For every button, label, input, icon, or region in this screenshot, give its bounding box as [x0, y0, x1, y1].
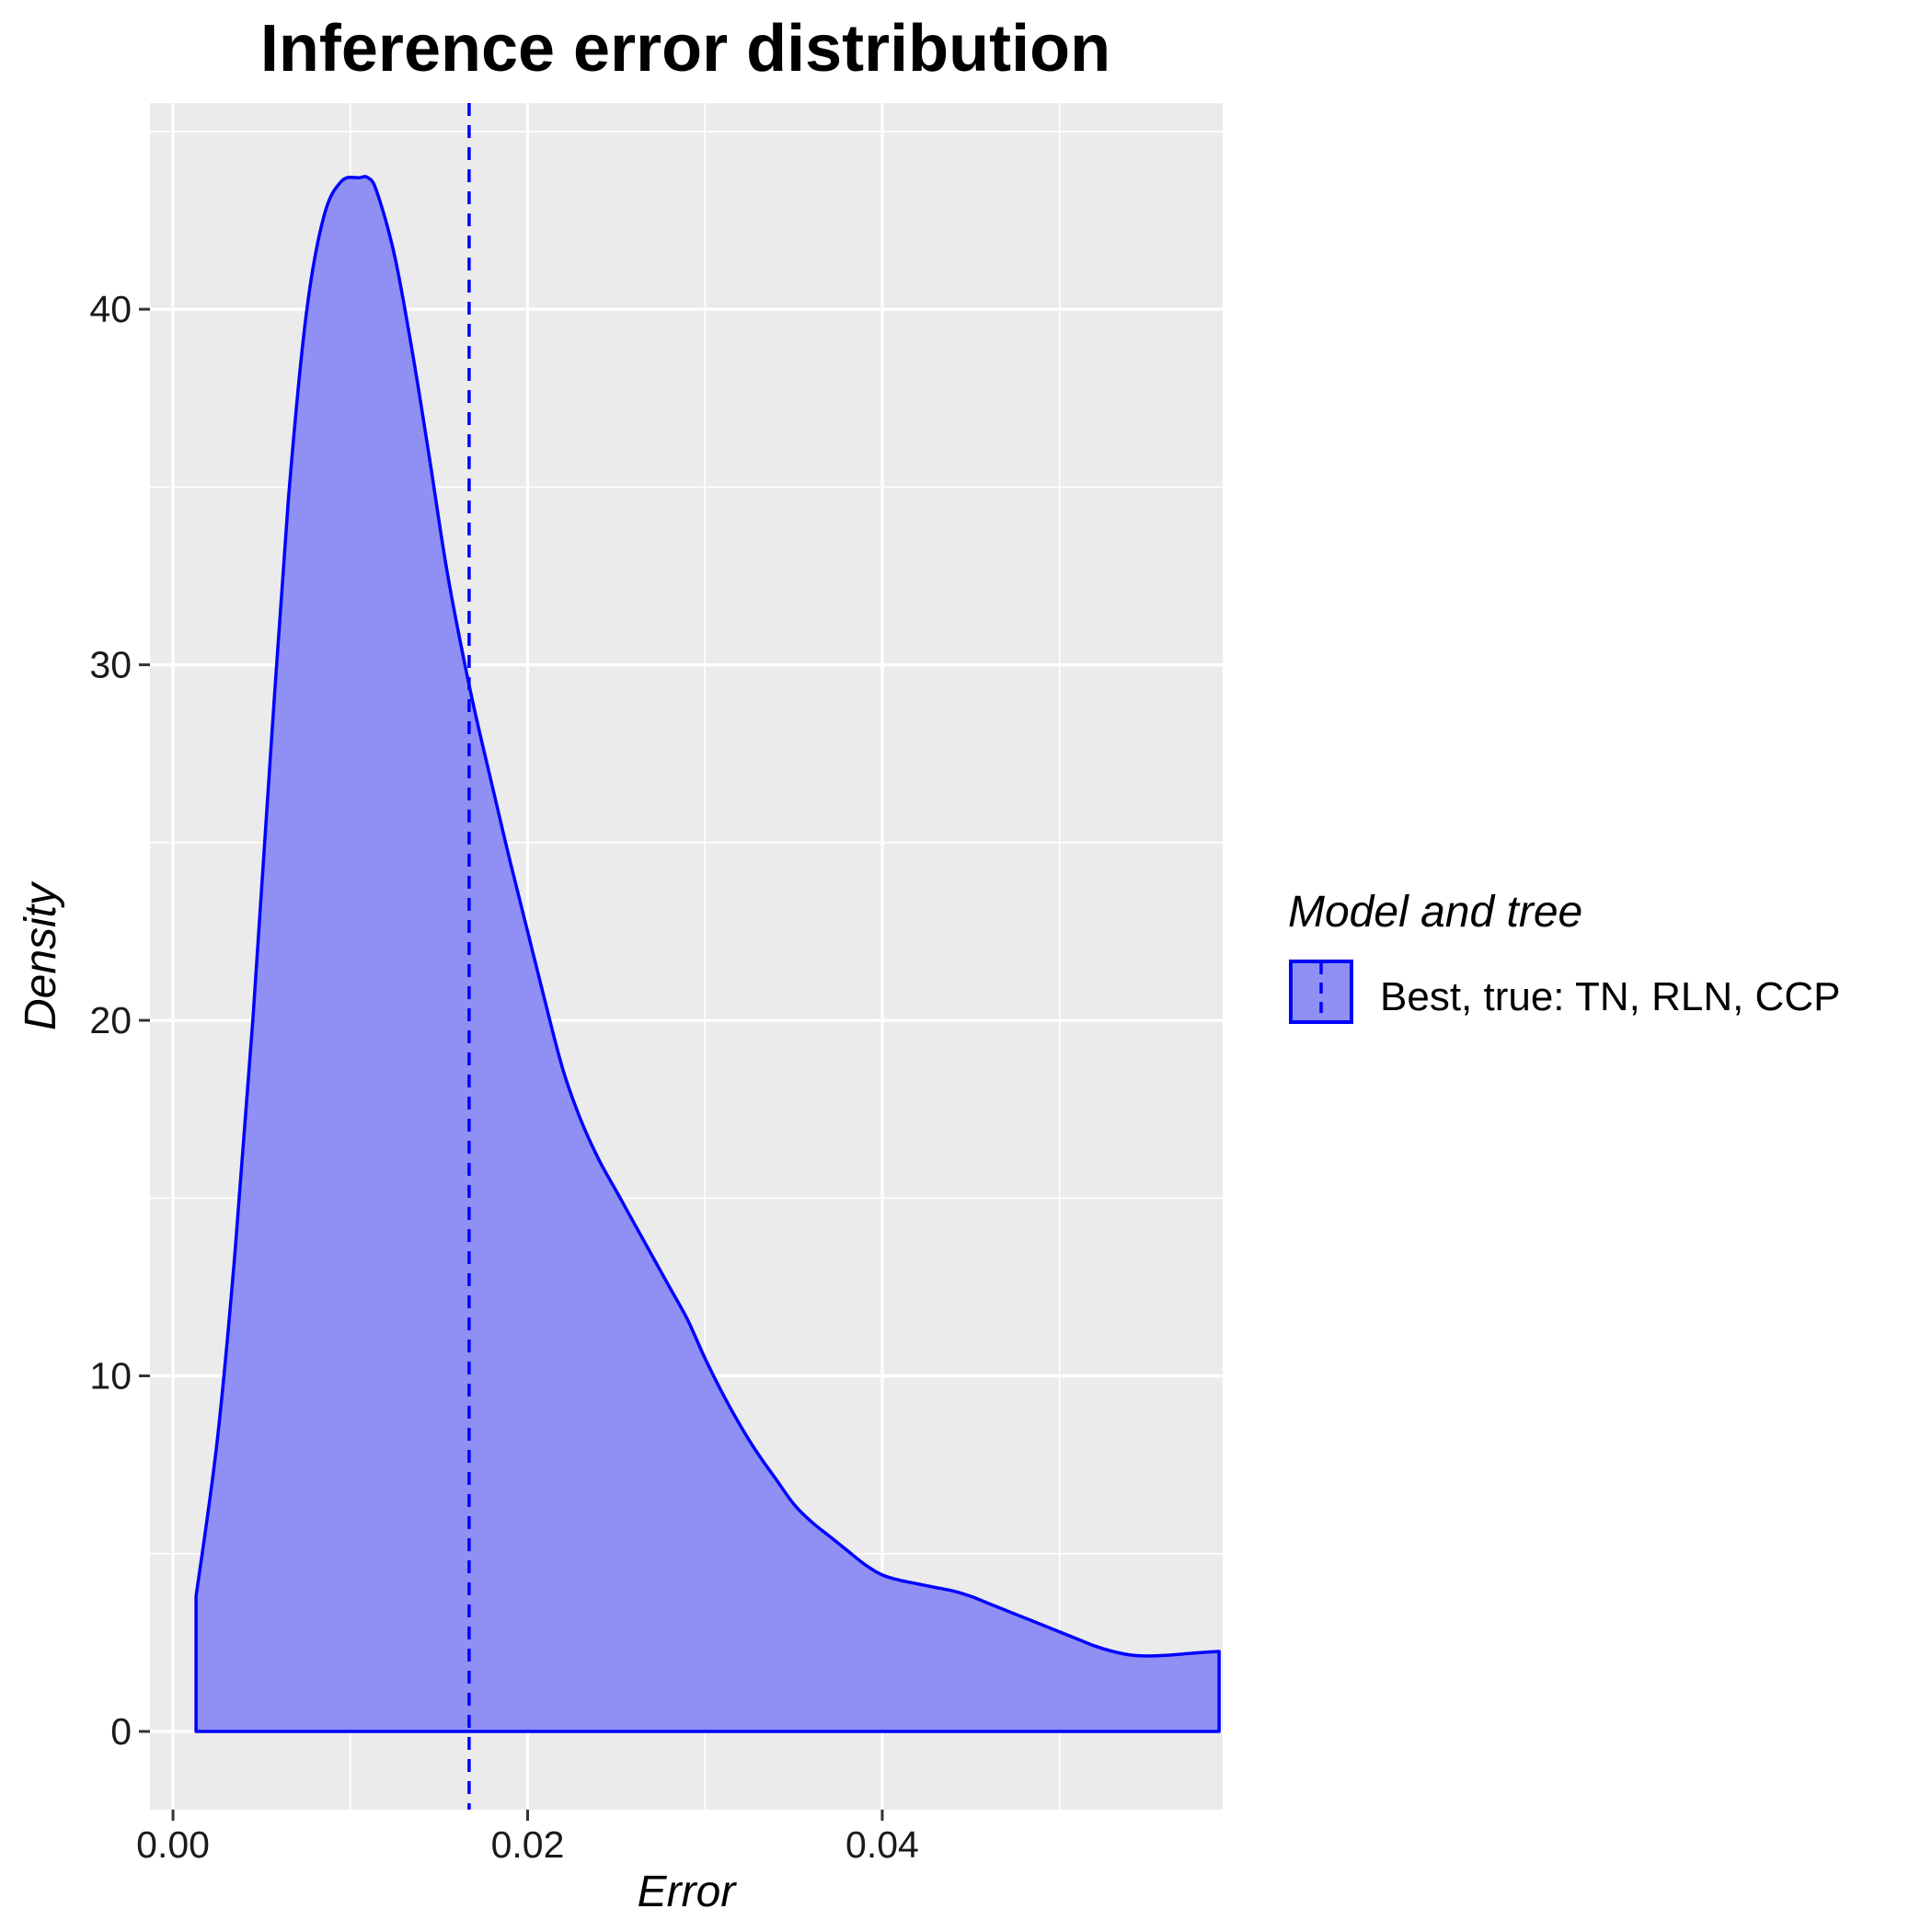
y-axis-title: Density: [17, 880, 65, 1030]
y-tick-label: 20: [89, 999, 132, 1041]
y-tick-label: 40: [89, 288, 132, 330]
x-axis: 0.00 0.02 0.04: [136, 1810, 919, 1866]
x-tick-label: 0.02: [491, 1823, 565, 1866]
legend-label: Best, true: TN, RLN, CCP: [1380, 974, 1840, 1019]
chart-title: Inference error distribution: [260, 12, 1110, 86]
x-tick-label: 0.00: [136, 1823, 210, 1866]
density-curve: [194, 175, 1221, 1733]
y-tick-label: 10: [89, 1355, 132, 1397]
x-axis-title: Error: [638, 1868, 738, 1916]
y-tick-label: 0: [110, 1710, 132, 1753]
legend-title: Model and tree: [1288, 888, 1582, 937]
legend: Model and tree Best, true: TN, RLN, CCP: [1288, 888, 1840, 1024]
y-axis: 0 10 20 30 40: [89, 288, 150, 1753]
y-tick-label: 30: [89, 644, 132, 686]
x-tick-label: 0.04: [845, 1823, 919, 1866]
density-area: [194, 175, 1221, 1733]
